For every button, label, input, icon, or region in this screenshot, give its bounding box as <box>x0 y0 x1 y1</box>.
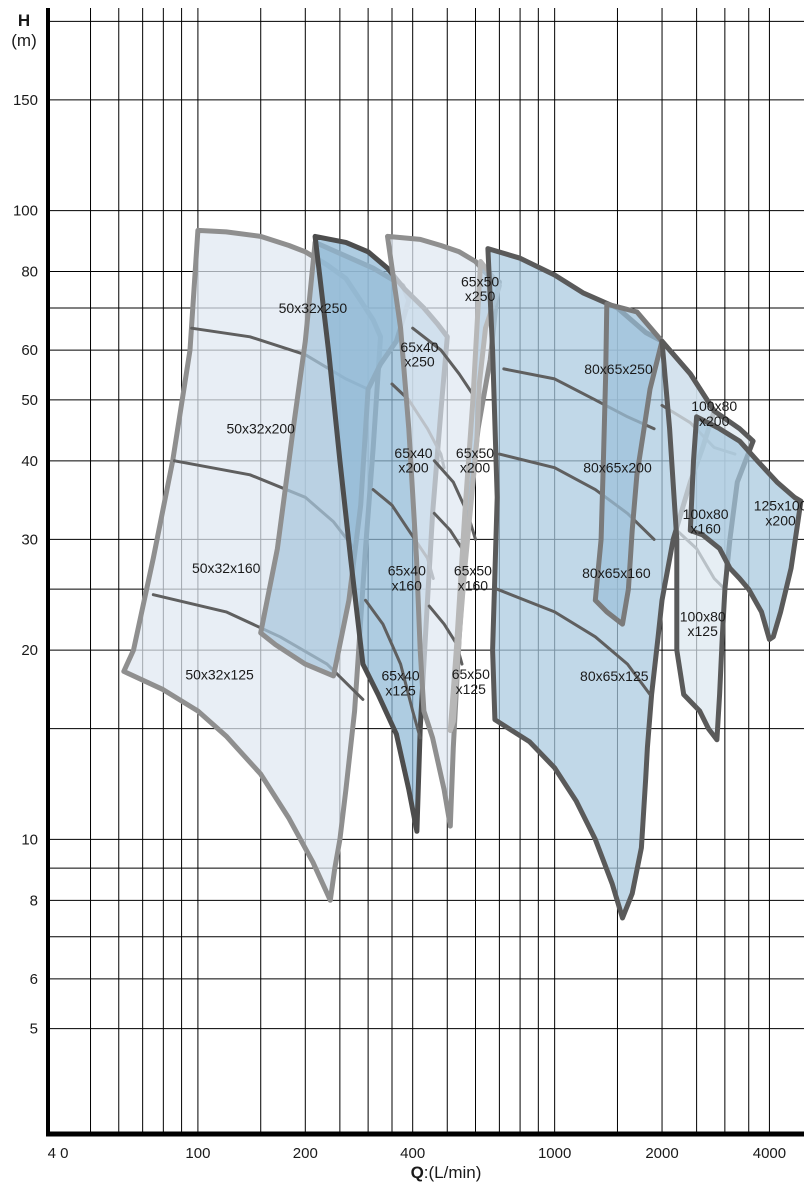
pump-label-line2: x250 <box>465 288 496 304</box>
pump-label-line2: x125 <box>385 682 416 698</box>
pump-model-label: 80x65x250 <box>584 361 653 377</box>
y-tick-label: 80 <box>21 264 38 281</box>
y-tick-label: 10 <box>21 831 38 848</box>
y-tick-label: 100 <box>13 203 38 220</box>
impeller-curve <box>364 598 422 740</box>
y-tick-label: 60 <box>21 342 38 359</box>
pump-label-line2: x125 <box>688 623 719 639</box>
pump-label-line1: 65x40 <box>388 563 426 579</box>
pump-model-label: 50x32x125 <box>185 666 254 682</box>
pump-model-label: 80x65x200 <box>583 460 652 476</box>
pump-model-label: 65x50 x125 <box>452 666 490 697</box>
x-tick-label: 400 <box>400 1145 425 1162</box>
pump-region-125x100 <box>687 414 804 642</box>
pump-label-line2: x250 <box>404 354 435 370</box>
y-tick-label: 150 <box>13 92 38 109</box>
y-tick-label: 20 <box>21 642 38 659</box>
pump-envelope <box>687 414 804 642</box>
y-tick-label: 30 <box>21 531 38 548</box>
impeller-curve <box>432 459 477 541</box>
pump-region-80x65 <box>592 301 665 627</box>
y-tick-label: 5 <box>30 1021 38 1038</box>
pump-label-line1: 65x50 <box>461 273 499 289</box>
impeller-curve <box>497 452 656 541</box>
x-tick-label: 2000 <box>645 1145 678 1162</box>
pump-label-line2: x160 <box>392 577 423 593</box>
pump-model-label: 125x100 x200 <box>754 498 804 529</box>
impeller-curve <box>411 326 475 396</box>
axes <box>46 8 804 1137</box>
impeller-curve <box>495 587 652 696</box>
pump-model-label: 100x80 x125 <box>680 608 726 639</box>
x-tick-label: 4 0 <box>48 1145 69 1162</box>
pump-label-line1: 65x50 <box>456 445 494 461</box>
y-axis-title-line2: (m) <box>11 31 36 50</box>
x-tick-label: 1000 <box>538 1145 571 1162</box>
x-tick-label: 4000 <box>753 1145 786 1162</box>
pump-label-line2: x200 <box>699 413 730 429</box>
pump-label-line2: x200 <box>398 460 429 476</box>
pump-model-label: 100x80 x160 <box>683 506 729 537</box>
x-axis-title-rest: :(L/min) <box>424 1163 482 1182</box>
pump-model-label: 100x80 x200 <box>691 398 737 429</box>
pump-label-line2: x160 <box>690 521 721 537</box>
x-axis-title-bold: Q <box>411 1163 424 1182</box>
pump-model-label: 50x32x160 <box>192 560 261 576</box>
pump-model-label: 65x50 x250 <box>461 273 499 304</box>
pump-model-label: 65x40 x250 <box>400 339 438 370</box>
y-tick-label: 8 <box>30 892 38 909</box>
pump-label-line1: 65x40 <box>382 668 420 684</box>
pump-label-line1: 65x50 <box>454 563 492 579</box>
pump-model-label: 65x40 x160 <box>388 563 426 594</box>
y-axis-title-line1: H <box>18 11 30 30</box>
pump-label-line1: 65x40 <box>400 339 438 355</box>
x-axis-title: Q:(L/min) <box>411 1163 482 1182</box>
pump-label-line2: x160 <box>458 577 489 593</box>
pump-labels: 50x32x250 50x32x200 50x32x160 50x32x125 65x4… <box>185 273 804 698</box>
x-tick-label: 100 <box>185 1145 210 1162</box>
y-tick-label: 40 <box>21 453 38 470</box>
tick-labels: 5 6 8 10 20 30 40 50 60 80 100 150 4 0 100 200 400 1000 2… <box>13 92 786 1162</box>
pump-label-line1: 100x80 <box>680 608 726 624</box>
pump-model-label: 80x65x125 <box>580 668 649 684</box>
pump-label-line2: x200 <box>765 512 796 528</box>
pump-label-line2: x200 <box>460 460 491 476</box>
pump-region-65x50 <box>447 259 502 733</box>
pump-model-label: 80x65x160 <box>582 565 651 581</box>
pump-label-line1: 100x80 <box>691 398 737 414</box>
x-tick-label: 200 <box>293 1145 318 1162</box>
y-tick-label: 6 <box>30 971 38 988</box>
pump-envelope <box>447 259 502 733</box>
pump-label-line2: x125 <box>456 681 487 697</box>
pump-model-label: 65x40 x200 <box>394 445 432 476</box>
pump-regions <box>121 227 804 921</box>
pump-label-line1: 65x50 <box>452 666 490 682</box>
pump-model-label: 65x40 x125 <box>382 668 420 699</box>
pump-model-label: 65x50 x200 <box>456 445 494 476</box>
pump-model-label: 65x50 x160 <box>454 563 492 594</box>
pump-label-line1: 100x80 <box>683 506 729 522</box>
pump-model-label: 50x32x200 <box>226 421 295 437</box>
pump-label-line1: 65x40 <box>394 445 432 461</box>
pump-model-label: 50x32x250 <box>279 300 348 316</box>
pump-envelope <box>592 301 665 627</box>
y-tick-label: 50 <box>21 392 38 409</box>
pump-label-line1: 125x100 <box>754 498 804 514</box>
